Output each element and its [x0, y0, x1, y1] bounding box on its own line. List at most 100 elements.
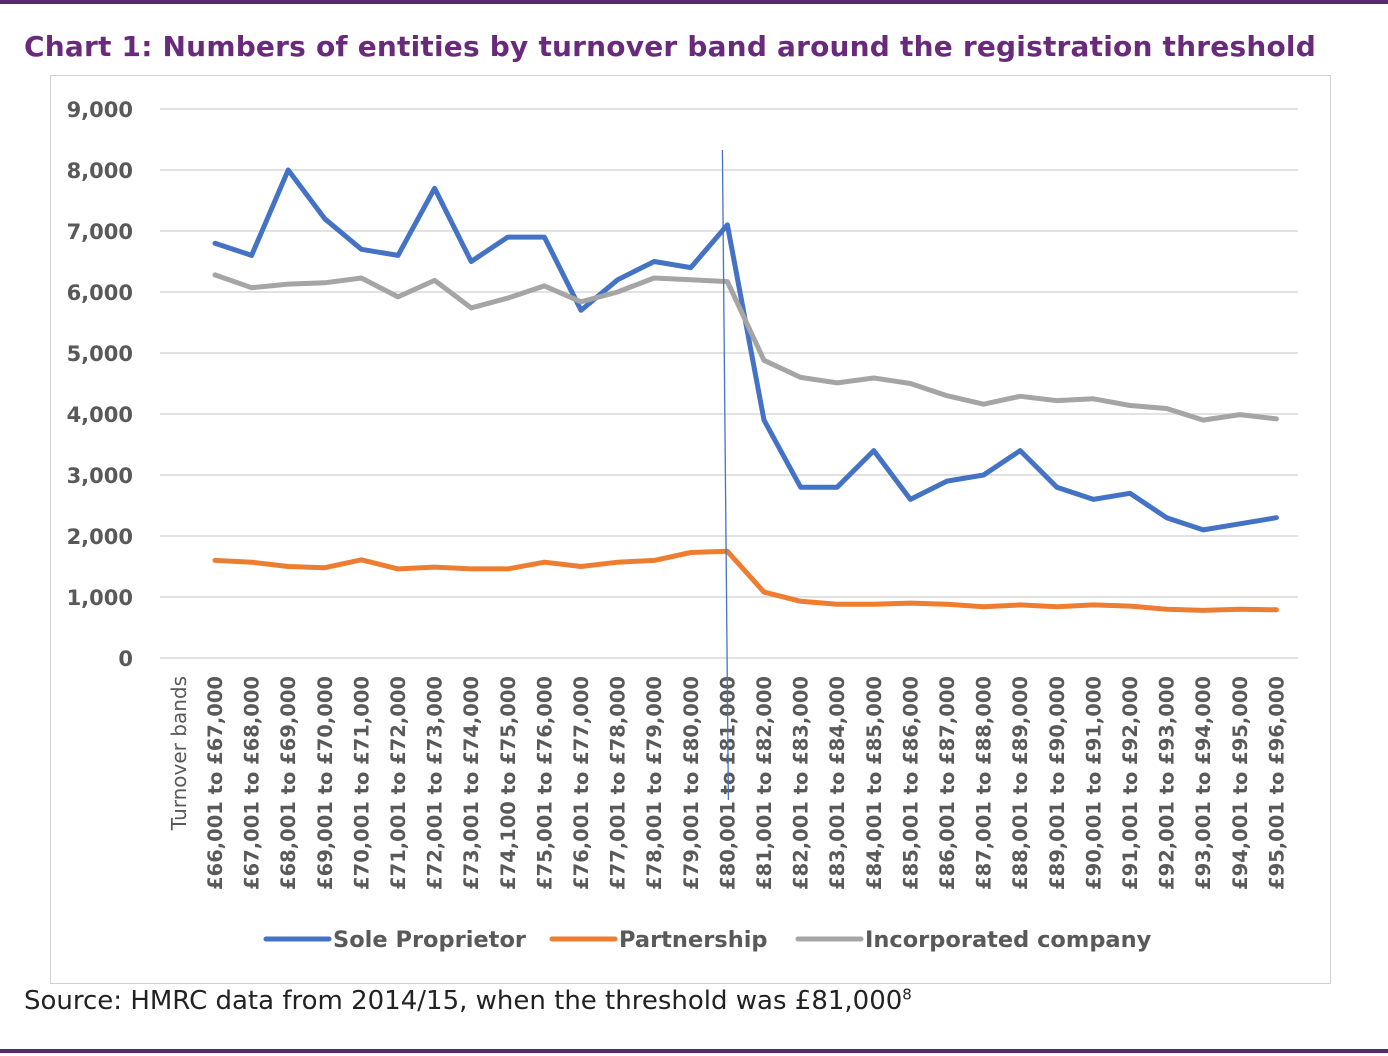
- data-point-sole: [286, 168, 291, 173]
- data-point-incorporated: [688, 277, 693, 282]
- data-point-partnership: [1018, 602, 1023, 607]
- data-point-incorporated: [798, 375, 803, 380]
- data-point-incorporated: [1054, 398, 1059, 403]
- data-point-partnership: [835, 602, 840, 607]
- data-point-sole: [396, 253, 401, 258]
- x-tick-label: £67,001 to £68,000: [241, 676, 264, 890]
- data-point-partnership: [249, 560, 254, 565]
- data-point-sole: [322, 216, 327, 221]
- data-point-partnership: [981, 604, 986, 609]
- y-tick-label: 3,000: [67, 464, 133, 488]
- data-point-incorporated: [652, 275, 657, 280]
- data-point-incorporated: [1237, 412, 1242, 417]
- y-tick-label: 9,000: [67, 98, 133, 122]
- data-point-partnership: [945, 602, 950, 607]
- series-line-incorporated: [212, 272, 1279, 423]
- data-point-incorporated: [396, 294, 401, 299]
- data-point-partnership: [762, 590, 767, 595]
- data-point-partnership: [505, 566, 510, 571]
- x-tick-label: £94,001 to £95,000: [1229, 676, 1252, 890]
- data-point-incorporated: [1091, 396, 1096, 401]
- x-tick-label: £77,001 to £78,000: [607, 676, 630, 890]
- data-point-sole: [1018, 448, 1023, 453]
- data-point-partnership: [652, 558, 657, 563]
- data-point-partnership: [1128, 604, 1133, 609]
- data-point-sole: [1164, 515, 1169, 520]
- gridlines: [160, 108, 1298, 659]
- x-tick-label: £69,001 to £70,000: [314, 676, 337, 890]
- data-point-sole: [505, 235, 510, 240]
- x-tick-label: £82,001 to £83,000: [790, 676, 813, 890]
- data-point-partnership: [1237, 607, 1242, 612]
- data-point-partnership: [213, 558, 218, 563]
- data-point-partnership: [1201, 608, 1206, 613]
- data-point-incorporated: [1274, 416, 1279, 421]
- data-point-partnership: [798, 599, 803, 604]
- legend-label-sole: Sole Proprietor: [333, 927, 527, 953]
- data-point-sole: [1237, 521, 1242, 526]
- data-point-sole: [798, 485, 803, 490]
- data-point-sole: [213, 241, 218, 246]
- data-point-partnership: [871, 602, 876, 607]
- x-tick-label: £83,001 to £84,000: [826, 676, 849, 890]
- data-point-sole: [981, 473, 986, 478]
- line-chart: 0 1,000 2,000 3,000 4,000 5,000 6,000 7,000 8,00…: [67, 98, 1298, 953]
- x-tick-label: £88,001 to £89,000: [1009, 676, 1032, 890]
- series-line-partnership: [212, 548, 1279, 613]
- data-point-incorporated: [615, 290, 620, 295]
- y-tick-label: 4,000: [67, 403, 133, 427]
- data-point-sole: [432, 186, 437, 191]
- x-axis-labels: £66,001 to £67,000 £67,001 to £68,000 £68,…: [204, 676, 1288, 890]
- data-point-incorporated: [322, 280, 327, 285]
- x-tick-label: £86,001 to £87,000: [936, 676, 959, 890]
- x-tick-label: £73,001 to £74,000: [460, 676, 483, 890]
- data-point-incorporated: [579, 299, 584, 304]
- data-point-sole: [1091, 497, 1096, 502]
- x-tick-label: £70,001 to £71,000: [350, 676, 373, 890]
- data-point-incorporated: [1201, 418, 1206, 423]
- data-point-sole: [1201, 527, 1206, 532]
- data-point-partnership: [432, 565, 437, 570]
- x-tick-label: £91,001 to £92,000: [1119, 676, 1142, 890]
- data-point-incorporated: [1018, 394, 1023, 399]
- data-point-sole: [688, 265, 693, 270]
- data-point-partnership: [1054, 604, 1059, 609]
- data-point-sole: [725, 222, 730, 227]
- data-point-sole: [249, 253, 254, 258]
- x-tick-label: £81,001 to £82,000: [753, 676, 776, 890]
- data-point-incorporated: [908, 381, 913, 386]
- x-tick-label: £74,100 to £75,000: [497, 676, 520, 890]
- y-tick-label: 7,000: [67, 220, 133, 244]
- y-tick-label: 5,000: [67, 342, 133, 366]
- data-point-partnership: [1164, 607, 1169, 612]
- x-tick-label: £68,001 to £69,000: [277, 676, 300, 890]
- data-point-partnership: [1091, 602, 1096, 607]
- data-point-incorporated: [871, 376, 876, 381]
- x-tick-label: £78,001 to £79,000: [643, 676, 666, 890]
- data-point-partnership: [396, 566, 401, 571]
- data-point-partnership: [615, 560, 620, 565]
- data-point-partnership: [688, 550, 693, 555]
- data-point-sole: [615, 277, 620, 282]
- data-point-sole: [1274, 515, 1279, 520]
- footnote-ref: 8: [902, 985, 912, 1004]
- data-point-sole: [871, 448, 876, 453]
- data-point-incorporated: [359, 275, 364, 280]
- data-point-sole: [1128, 491, 1133, 496]
- x-tick-label: £79,001 to £80,000: [680, 676, 703, 890]
- data-point-partnership: [322, 565, 327, 570]
- data-point-sole: [359, 247, 364, 252]
- data-point-incorporated: [432, 278, 437, 283]
- x-tick-label: £84,001 to £85,000: [863, 676, 886, 890]
- legend-label-partnership: Partnership: [619, 927, 768, 953]
- series-line-sole: [212, 167, 1279, 533]
- y-axis-labels: 0 1,000 2,000 3,000 4,000 5,000 6,000 7,000 8,00…: [67, 98, 133, 671]
- data-point-partnership: [469, 566, 474, 571]
- data-point-incorporated: [542, 283, 547, 288]
- threshold-marker-line: [721, 149, 730, 801]
- x-tick-label: £76,001 to £77,000: [570, 676, 593, 890]
- data-point-incorporated: [981, 402, 986, 407]
- data-point-partnership: [542, 560, 547, 565]
- x-tick-label: £75,001 to £76,000: [533, 676, 556, 890]
- data-point-partnership: [286, 564, 291, 569]
